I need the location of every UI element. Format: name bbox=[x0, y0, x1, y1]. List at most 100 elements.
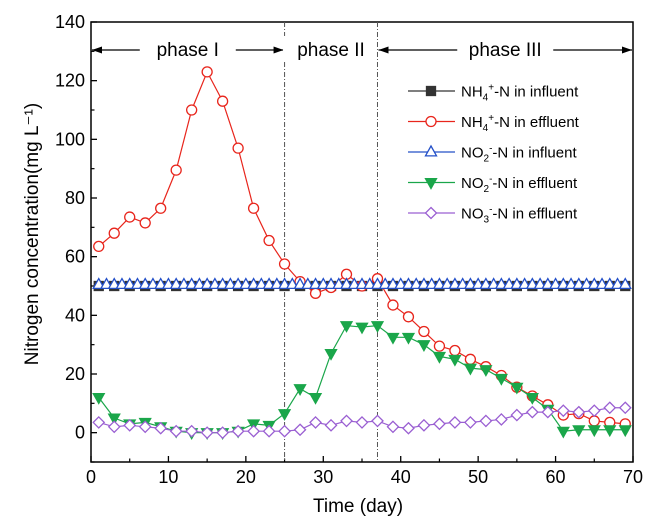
x-tick-label: 60 bbox=[546, 467, 566, 487]
data-point bbox=[401, 277, 416, 290]
data-point bbox=[363, 277, 377, 290]
legend-marker bbox=[424, 177, 438, 190]
y-tick-label: 80 bbox=[65, 188, 85, 208]
data-point bbox=[494, 373, 508, 386]
data-point bbox=[107, 277, 121, 290]
data-point bbox=[556, 426, 570, 439]
data-point bbox=[324, 418, 338, 432]
data-point bbox=[417, 277, 431, 290]
data-point bbox=[556, 277, 570, 290]
phase-label-background bbox=[283, 36, 380, 60]
data-point bbox=[123, 277, 137, 290]
data-point bbox=[587, 425, 601, 438]
data-point bbox=[378, 277, 392, 290]
data-point bbox=[417, 340, 431, 352]
data-point bbox=[425, 277, 439, 290]
data-point bbox=[370, 321, 385, 333]
data-point bbox=[107, 420, 121, 434]
x-tick-label: 50 bbox=[468, 467, 488, 487]
data-point bbox=[510, 277, 524, 290]
data-point bbox=[309, 287, 322, 299]
data-point bbox=[201, 66, 213, 78]
data-point bbox=[92, 392, 106, 405]
data-point bbox=[432, 351, 447, 364]
data-point bbox=[99, 277, 114, 290]
data-point bbox=[332, 277, 346, 290]
phase-label: phase I bbox=[157, 40, 219, 61]
legend-entry-label: NO2--N in influent bbox=[461, 144, 577, 165]
phase-arrow-head-right bbox=[273, 46, 284, 54]
data-point bbox=[386, 277, 400, 290]
data-point bbox=[285, 277, 299, 290]
data-point bbox=[355, 277, 369, 290]
data-point bbox=[456, 277, 470, 290]
data-point bbox=[161, 277, 176, 290]
data-point bbox=[448, 415, 462, 429]
data-point bbox=[107, 413, 121, 426]
data-point bbox=[92, 277, 106, 290]
data-point bbox=[301, 277, 315, 290]
data-point bbox=[479, 277, 493, 290]
data-point bbox=[479, 365, 493, 377]
data-point bbox=[494, 413, 508, 426]
data-point bbox=[185, 424, 199, 438]
data-point bbox=[394, 277, 408, 290]
data-point bbox=[502, 277, 516, 290]
data-point bbox=[216, 277, 230, 290]
legend-entry-label: NO2--N in effluent bbox=[461, 174, 578, 195]
data-point bbox=[387, 299, 399, 311]
data-point bbox=[239, 277, 253, 290]
data-point bbox=[293, 277, 307, 290]
data-point bbox=[231, 277, 245, 290]
data-point bbox=[595, 277, 609, 290]
legend-marker bbox=[425, 85, 437, 97]
data-point bbox=[324, 277, 338, 290]
data-point bbox=[618, 277, 632, 290]
data-point bbox=[579, 277, 594, 290]
data-point bbox=[200, 277, 214, 290]
y-tick-label: 20 bbox=[65, 364, 85, 384]
data-point bbox=[262, 424, 276, 438]
y-tick-label: 120 bbox=[55, 71, 85, 91]
series-3 bbox=[92, 277, 632, 290]
data-point bbox=[123, 418, 137, 432]
data-point bbox=[433, 340, 446, 352]
data-point bbox=[93, 240, 105, 253]
data-point bbox=[463, 363, 478, 376]
data-point bbox=[308, 392, 323, 405]
data-point bbox=[293, 384, 307, 396]
phase-label: phase III bbox=[469, 40, 542, 61]
data-point bbox=[232, 142, 244, 154]
data-point bbox=[525, 392, 539, 405]
data-point bbox=[541, 277, 555, 290]
phase-arrow-head-left bbox=[378, 46, 389, 54]
data-point bbox=[464, 353, 477, 365]
data-point bbox=[556, 404, 570, 418]
data-point bbox=[124, 211, 136, 223]
data-point bbox=[402, 311, 415, 323]
x-tick-label: 30 bbox=[313, 467, 333, 487]
series-5 bbox=[92, 401, 632, 440]
data-point bbox=[208, 277, 222, 290]
phase-label-background bbox=[457, 36, 554, 60]
data-point bbox=[192, 277, 207, 290]
data-point bbox=[409, 277, 423, 290]
data-point bbox=[572, 425, 586, 438]
data-point bbox=[247, 202, 260, 214]
y-axis-title: Nitrogen concentration(mg L⁻¹) bbox=[22, 103, 43, 365]
data-point bbox=[418, 325, 430, 338]
data-point bbox=[525, 277, 539, 290]
data-point bbox=[216, 95, 229, 107]
data-point bbox=[339, 277, 354, 290]
data-point bbox=[355, 322, 369, 335]
data-point bbox=[386, 332, 400, 345]
data-point bbox=[618, 425, 632, 438]
data-point bbox=[177, 277, 191, 290]
data-point bbox=[347, 277, 361, 290]
data-point bbox=[517, 277, 532, 290]
y-tick-label: 60 bbox=[65, 247, 85, 267]
plot-layer: 0 10 20 30 40 50 60 70 0 20 40 60 80 100 120 140 phase I… bbox=[55, 12, 643, 487]
phase-arrow-head-left bbox=[92, 46, 102, 54]
data-point bbox=[618, 401, 632, 415]
data-point bbox=[603, 425, 617, 438]
